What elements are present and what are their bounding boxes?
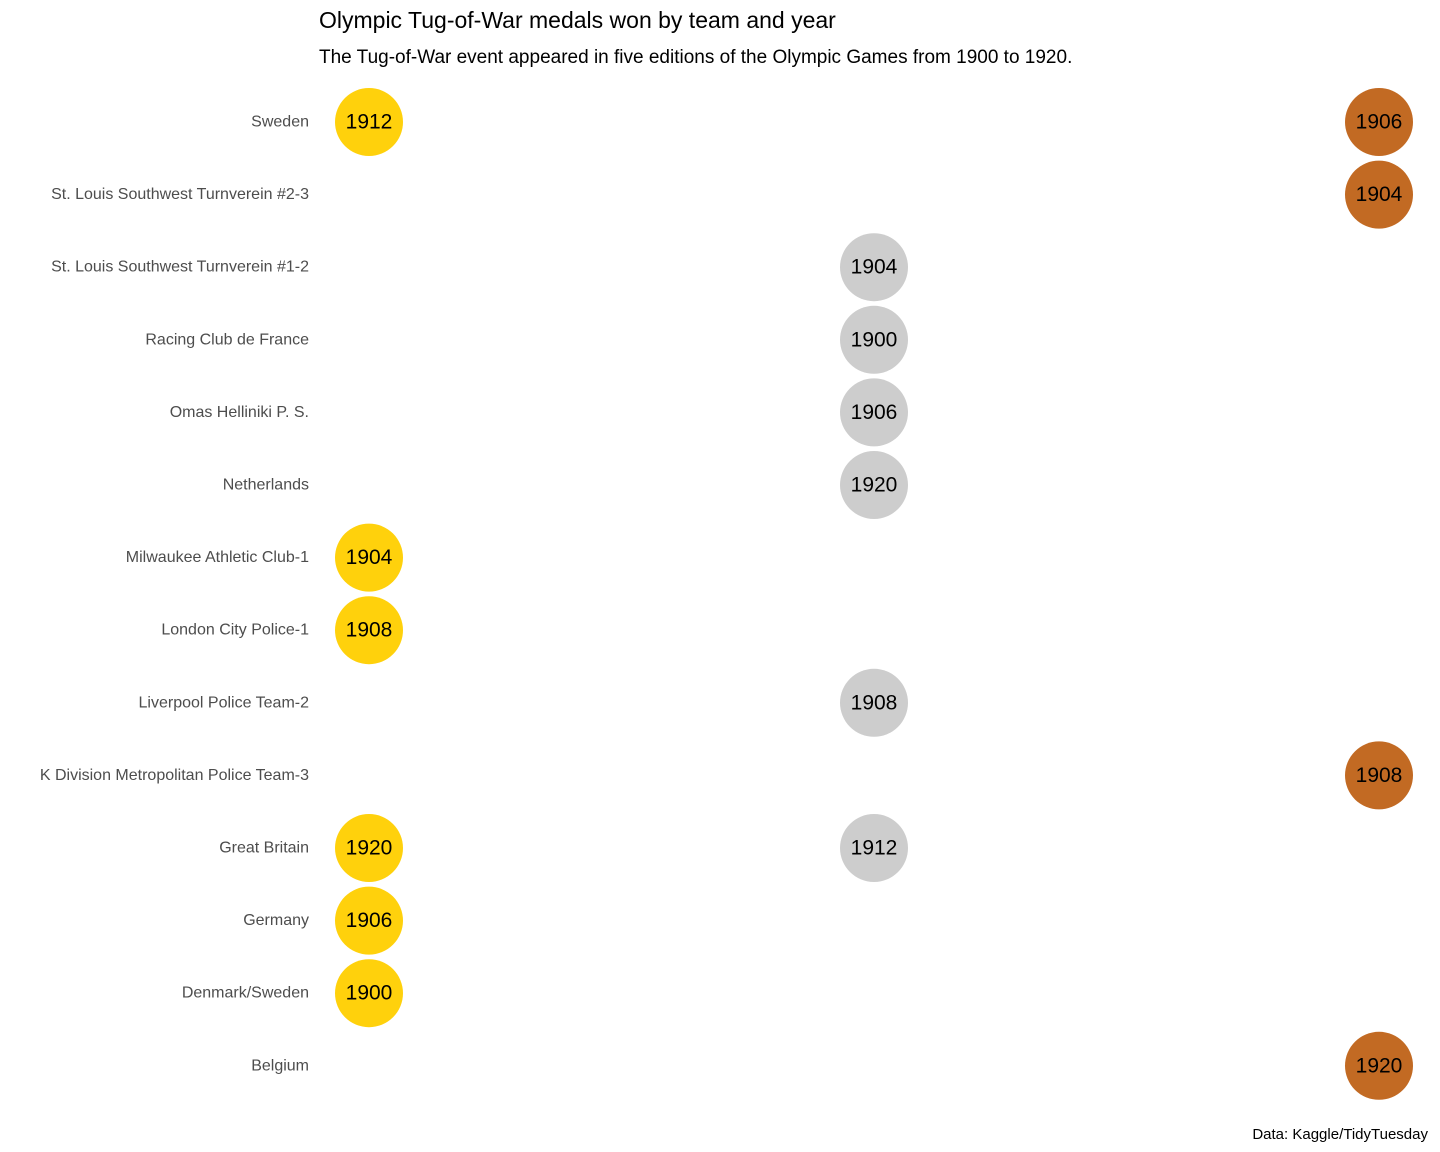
- team-label-racing-club-de-france: Racing Club de France: [145, 331, 309, 348]
- medal-year-label: 1908: [1356, 764, 1403, 787]
- medal-year-label: 1904: [346, 546, 393, 569]
- medal-points: 1912 1906 1904 1904 1900 1906 1920 1904 1908 1908…: [335, 88, 1413, 1100]
- team-label-london-city-police-1: London City Police-1: [161, 622, 309, 639]
- medal-point-gold: [335, 88, 403, 156]
- medal-point-bronze: [1345, 741, 1413, 810]
- medal-year-label: 1900: [851, 328, 898, 351]
- medal-point-bronze: [1345, 88, 1413, 156]
- team-label-denmark-sweden: Denmark/Sweden: [182, 985, 309, 1002]
- medal-year-label: 1908: [851, 691, 898, 714]
- medal-point-gold: [335, 523, 403, 592]
- medal-year-label: 1920: [346, 837, 393, 860]
- chart-title: Olympic Tug-of-War medals won by team an…: [319, 7, 836, 33]
- chart-caption: Data: Kaggle/TidyTuesday: [1252, 1126, 1428, 1143]
- medal-year-label: 1912: [346, 111, 393, 134]
- medal-year-label: 1906: [346, 909, 393, 932]
- medal-year-label: 1912: [851, 837, 898, 860]
- medal-year-label: 1904: [1356, 183, 1403, 206]
- medal-year-label: 1920: [851, 474, 898, 497]
- medal-point-silver: [840, 378, 908, 447]
- medal-point-gold: [335, 886, 403, 955]
- medal-year-label: 1908: [346, 619, 393, 642]
- medal-point-silver: [840, 668, 908, 737]
- medal-year-label: 1904: [851, 256, 898, 279]
- team-label-st-louis-southwest-turnverein-1-2: St. Louis Southwest Turnverein #1-2: [51, 259, 309, 276]
- medal-point-silver: [840, 814, 908, 882]
- medal-point-silver: [840, 305, 908, 374]
- team-label-omas-helliniki-p-s: Omas Helliniki P. S.: [170, 404, 309, 421]
- medal-year-label: 1900: [346, 982, 393, 1005]
- team-label-belgium: Belgium: [251, 1057, 309, 1074]
- team-axis-labels: Sweden St. Louis Southwest Turnverein #2-…: [40, 114, 309, 1075]
- medal-point-gold: [335, 596, 403, 665]
- medal-point-gold: [335, 959, 403, 1028]
- medal-point-bronze: [1345, 160, 1413, 229]
- team-label-sweden: Sweden: [251, 114, 309, 131]
- team-label-liverpool-police-team-2: Liverpool Police Team-2: [139, 694, 310, 711]
- medal-year-label: 1920: [1356, 1054, 1403, 1077]
- team-label-netherlands: Netherlands: [223, 477, 309, 494]
- team-label-k-division-metropolitan-police-team-3: K Division Metropolitan Police Team-3: [40, 767, 309, 784]
- medal-point-bronze: [1345, 1031, 1413, 1100]
- medal-point-gold: [335, 814, 403, 882]
- medal-year-label: 1906: [1356, 111, 1403, 134]
- team-label-great-britain: Great Britain: [219, 840, 309, 857]
- team-label-milwaukee-athletic-club-1: Milwaukee Athletic Club-1: [126, 549, 309, 566]
- team-label-germany: Germany: [243, 912, 309, 929]
- medal-point-silver: [840, 233, 908, 302]
- team-label-st-louis-southwest-turnverein-2-3: St. Louis Southwest Turnverein #2-3: [51, 186, 309, 203]
- chart-subtitle: The Tug-of-War event appeared in five ed…: [319, 47, 1072, 68]
- medal-point-silver: [840, 451, 908, 519]
- medal-year-label: 1906: [851, 401, 898, 424]
